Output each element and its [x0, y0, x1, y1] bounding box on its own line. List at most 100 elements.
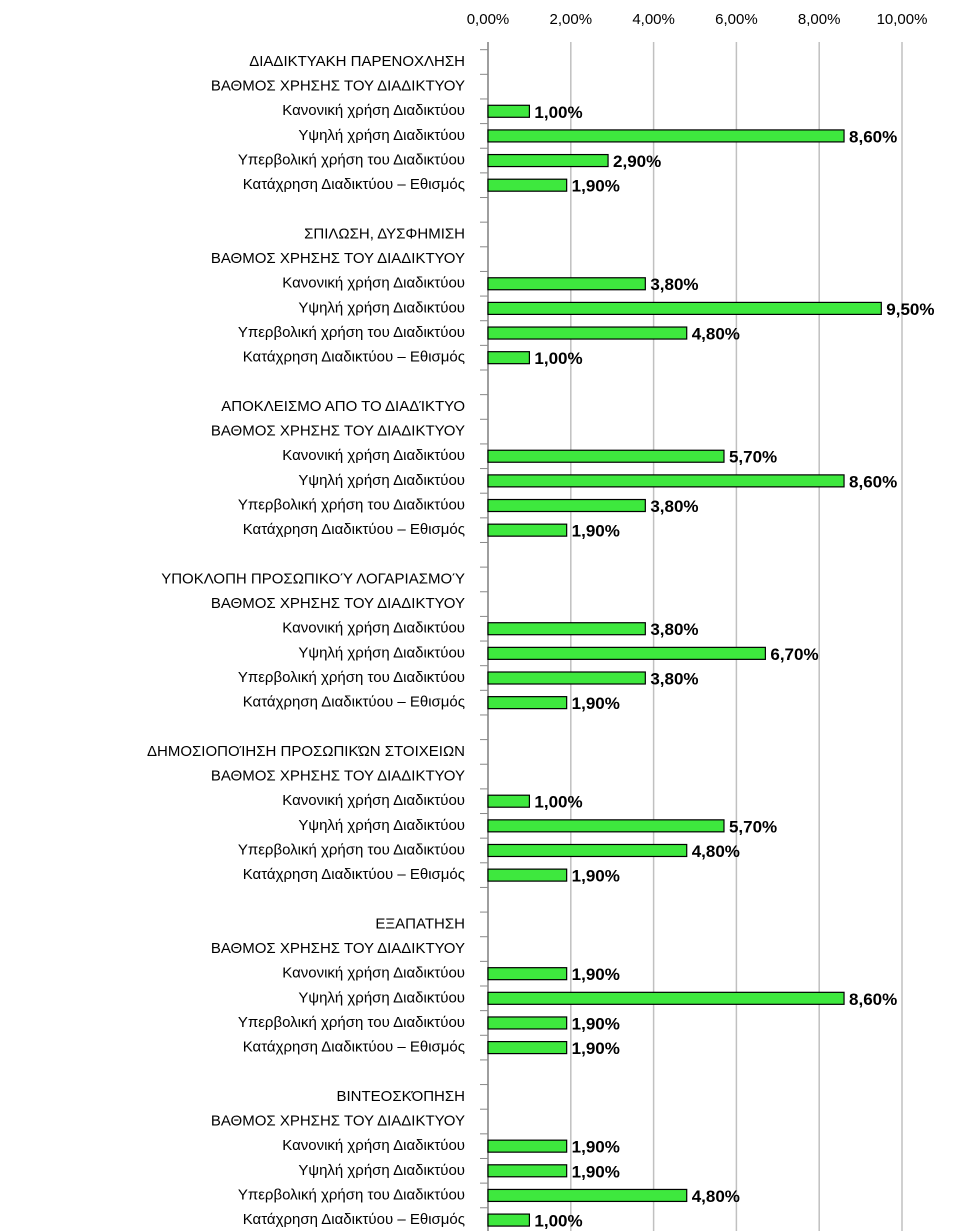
- category-label: ΒΑΘΜΟΣ ΧΡΗΣΗΣ ΤΟΥ ΔΙΑΔΙΚΤΥΟΥ: [211, 78, 465, 95]
- value-label: 1,90%: [572, 1162, 620, 1181]
- bar: [487, 696, 568, 710]
- value-label: 9,50%: [886, 300, 934, 319]
- category-label: Κανονική χρήση Διαδικτύου: [282, 102, 465, 119]
- value-label: 4,80%: [692, 325, 740, 344]
- x-tick-label: 10,00%: [877, 11, 928, 28]
- category-label: ΒΑΘΜΟΣ ΧΡΗΣΗΣ ΤΟΥ ΔΙΑΔΙΚΤΥΟΥ: [211, 1112, 465, 1129]
- bar: [487, 301, 882, 315]
- value-label: 8,60%: [849, 472, 897, 491]
- bar: [487, 819, 725, 833]
- bar: [487, 351, 531, 365]
- bar: [487, 1040, 568, 1055]
- category-label: Κανονική χρήση Διαδικτύου: [282, 620, 465, 637]
- category-label: ΔΗΜΟΣΙΟΠΟΊΗΣΗ ΠΡΟΣΩΠΙΚΏΝ ΣΤΟΙΧΕΙΩΝ: [147, 743, 465, 760]
- category-label: Υπερβολική χρήση του Διαδικτύου: [238, 152, 465, 169]
- bar: [487, 646, 766, 660]
- category-label: Υψηλή χρήση Διαδικτύου: [298, 644, 465, 661]
- value-label: 1,00%: [534, 793, 582, 812]
- category-label: Κανονική χρήση Διαδικτύου: [282, 965, 465, 982]
- value-label: 1,90%: [572, 965, 620, 984]
- value-label: 6,70%: [770, 645, 818, 664]
- bar: [487, 104, 531, 118]
- category-label: ΑΠΟΚΛΕΙΣΜΟ ΑΠΟ ΤΟ ΔΙΑΔΊΚΤΥΟ: [221, 398, 465, 415]
- category-label: Υψηλή χρήση Διαδικτύου: [298, 1162, 465, 1179]
- bar: [487, 1016, 568, 1030]
- bar: [487, 671, 646, 685]
- value-label: 1,90%: [572, 694, 620, 713]
- value-label: 1,90%: [572, 522, 620, 541]
- x-tick-label: 0,00%: [467, 11, 510, 28]
- bar: [487, 991, 845, 1005]
- value-label: 5,70%: [729, 448, 777, 467]
- value-label: 3,80%: [650, 669, 698, 688]
- category-label: Κατάχρηση Διαδικτύου – Εθισμός: [243, 521, 465, 538]
- bar: [487, 1139, 568, 1153]
- bar: [487, 1164, 568, 1178]
- category-label: Υψηλή χρήση Διαδικτύου: [298, 989, 465, 1006]
- bar: [487, 129, 845, 143]
- category-label: ΒΑΘΜΟΣ ΧΡΗΣΗΣ ΤΟΥ ΔΙΑΔΙΚΤΥΟΥ: [211, 768, 465, 785]
- bar: [487, 449, 725, 463]
- bar: [487, 277, 646, 291]
- category-label: Κατάχρηση Διαδικτύου – Εθισμός: [243, 176, 465, 193]
- value-label: 4,80%: [692, 842, 740, 861]
- value-label: 1,90%: [572, 1039, 620, 1058]
- value-label: 8,60%: [849, 990, 897, 1009]
- value-label: 5,70%: [729, 817, 777, 836]
- value-label: 1,90%: [572, 1014, 620, 1033]
- bar: [487, 1188, 688, 1203]
- category-label: Κανονική χρήση Διαδικτύου: [282, 1137, 465, 1154]
- value-label: 4,80%: [692, 1187, 740, 1206]
- category-label: ΔΙΑΔΙΚΤΥΑΚΗ ΠΑΡΕΝΟΧΛΗΣΗ: [249, 53, 465, 70]
- bar: [487, 153, 609, 168]
- bar: [487, 622, 646, 636]
- category-label: ΣΠΙΛΩΣΗ, ΔΥΣΦΗΜΙΣΗ: [304, 225, 465, 242]
- value-label: 2,90%: [613, 152, 661, 171]
- value-label: 1,90%: [572, 1138, 620, 1157]
- bar: [487, 474, 845, 488]
- x-tick-label: 8,00%: [798, 11, 841, 28]
- category-label: ΒΑΘΜΟΣ ΧΡΗΣΗΣ ΤΟΥ ΔΙΑΔΙΚΤΥΟΥ: [211, 595, 465, 612]
- category-label: Υπερβολική χρήση του Διαδικτύου: [238, 324, 465, 341]
- category-label: ΒΙΝΤΕΟΣΚΌΠΗΣΗ: [336, 1088, 465, 1105]
- category-label: Υψηλή χρήση Διαδικτύου: [298, 472, 465, 489]
- bar: [487, 794, 531, 808]
- x-tick-label: 4,00%: [632, 11, 675, 28]
- category-label: ΥΠΟΚΛΟΠΗ ΠΡΟΣΩΠΙΚΟΎ ΛΟΓΑΡΙΑΣΜΟΎ: [161, 570, 465, 587]
- category-label: Κατάχρηση Διαδικτύου – Εθισμός: [243, 349, 465, 366]
- bar: [487, 523, 568, 537]
- bar: [487, 843, 688, 858]
- bar: [487, 967, 568, 981]
- bar: [487, 498, 646, 513]
- category-label: ΕΞΑΠΑΤΗΣΗ: [375, 915, 465, 932]
- bar: [487, 868, 568, 882]
- category-label: Υπερβολική χρήση του Διαδικτύου: [238, 496, 465, 513]
- value-label: 3,80%: [650, 497, 698, 516]
- value-label: 8,60%: [849, 127, 897, 146]
- category-label: Κανονική χρήση Διαδικτύου: [282, 275, 465, 292]
- category-label: Υπερβολική χρήση του Διαδικτύου: [238, 841, 465, 858]
- category-label: Κανονική χρήση Διαδικτύου: [282, 447, 465, 464]
- category-label: Υπερβολική χρήση του Διαδικτύου: [238, 1014, 465, 1031]
- category-label: Υπερβολική χρήση του Διαδικτύου: [238, 669, 465, 686]
- bar: [487, 1213, 531, 1227]
- category-label: Υψηλή χρήση Διαδικτύου: [298, 127, 465, 144]
- category-label: Κατάχρηση Διαδικτύου – Εθισμός: [243, 694, 465, 711]
- bar: [487, 178, 568, 192]
- category-label: ΒΑΘΜΟΣ ΧΡΗΣΗΣ ΤΟΥ ΔΙΑΔΙΚΤΥΟΥ: [211, 940, 465, 957]
- category-label: ΒΑΘΜΟΣ ΧΡΗΣΗΣ ΤΟΥ ΔΙΑΔΙΚΤΥΟΥ: [211, 423, 465, 440]
- category-label: Κατάχρηση Διαδικτύου – Εθισμός: [243, 1211, 465, 1228]
- category-label: ΒΑΘΜΟΣ ΧΡΗΣΗΣ ΤΟΥ ΔΙΑΔΙΚΤΥΟΥ: [211, 250, 465, 267]
- category-label: Υπερβολική χρήση του Διαδικτύου: [238, 1186, 465, 1203]
- category-label: Υψηλή χρήση Διαδικτύου: [298, 299, 465, 316]
- value-label: 1,00%: [534, 103, 582, 122]
- bar: [487, 326, 688, 340]
- value-label: 1,90%: [572, 867, 620, 886]
- x-tick-label: 2,00%: [550, 11, 593, 28]
- value-label: 1,00%: [534, 349, 582, 368]
- category-label: Κανονική χρήση Διαδικτύου: [282, 792, 465, 809]
- value-label: 1,90%: [572, 177, 620, 196]
- x-tick-label: 6,00%: [715, 11, 758, 28]
